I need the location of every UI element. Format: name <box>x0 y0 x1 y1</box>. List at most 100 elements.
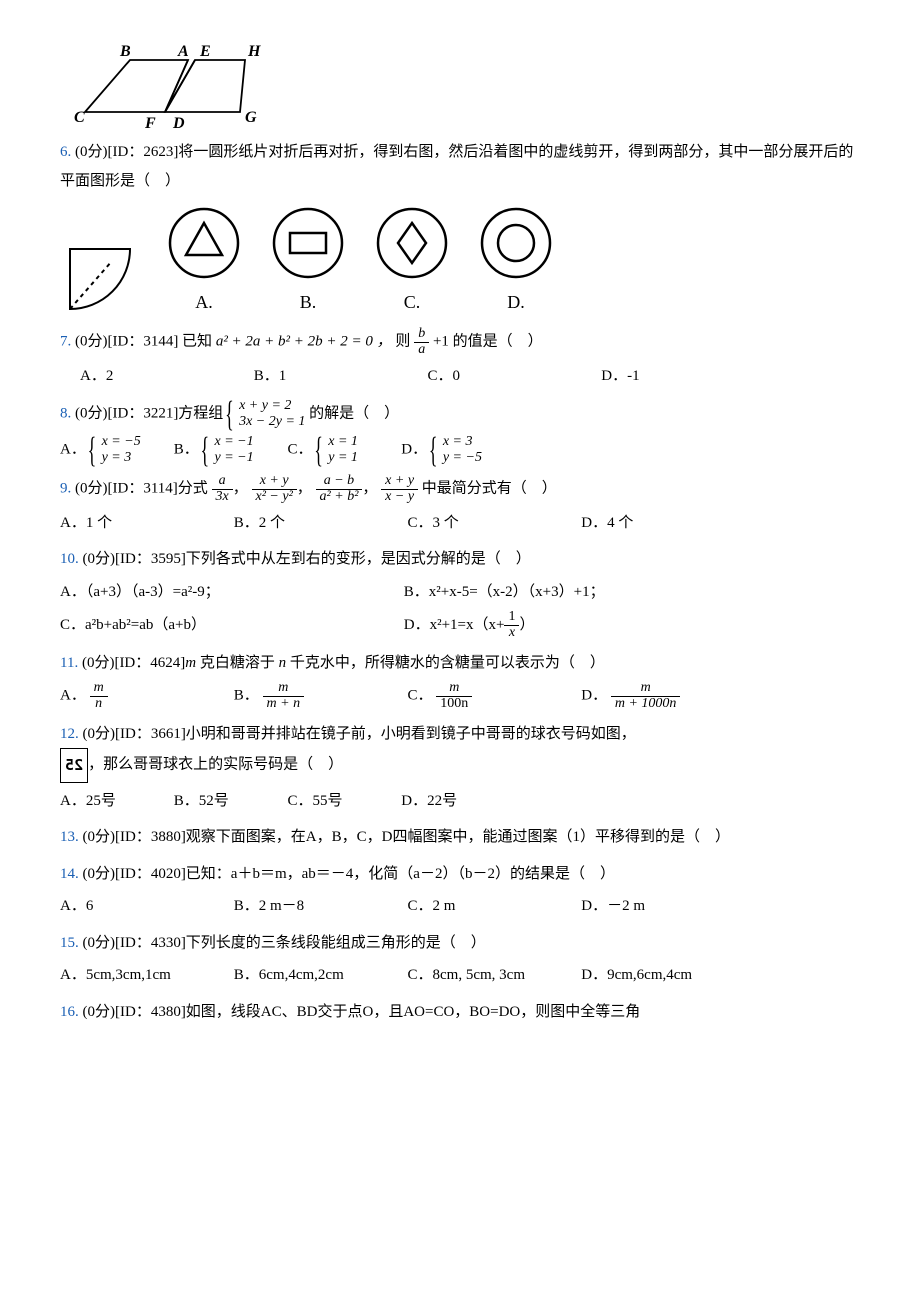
question-8: 8. (0分)[ID：3221]方程组 x + y = 23x − 2y = 1… <box>60 398 860 430</box>
pt-F: F <box>144 115 156 130</box>
question-13: 13. (0分)[ID：3880]观察下面图案，在A，B，C，D四幅图案中，能通… <box>60 823 860 852</box>
mirror-number-icon: 25 <box>60 748 88 783</box>
question-10: 10. (0分)[ID：3595]下列各式中从左到右的变形，是因式分解的是（ ） <box>60 545 860 574</box>
pt-E: E <box>199 43 211 60</box>
q11-opt-d: D． mm + 1000n <box>581 681 751 711</box>
q8-opt-d: D． x = 3y = −5 <box>401 434 511 466</box>
q7-num: 7. <box>60 334 71 350</box>
q5-figure: A B C D E F G H <box>60 40 860 130</box>
q6-opt-a-label: A. <box>164 285 244 319</box>
q6-opt-c-label: C. <box>372 285 452 319</box>
q12-opt-a: A．25号 <box>60 787 170 816</box>
q6-opt-a-icon <box>164 203 244 283</box>
q8-opt-c: C． x = 1y = 1 <box>288 434 398 466</box>
q13-num: 13. <box>60 829 79 845</box>
q12-opt-c: C．55号 <box>288 787 398 816</box>
q7-options: A．2 B．1 C．0 D．-1 <box>60 362 860 391</box>
q10-text: (0分)[ID：3595]下列各式中从左到右的变形，是因式分解的是（ ） <box>83 551 531 567</box>
q14-text: (0分)[ID：4020]已知：a＋b＝m，ab＝－4，化简（a－2）（b－2）… <box>83 866 615 882</box>
q8-sys-l2: 3x − 2y = 1 <box>237 414 305 430</box>
q7-eqn: a² + 2a + b² + 2b + 2 = 0 ， <box>216 334 392 350</box>
q15-opt-a: A．5cm,3cm,1cm <box>60 961 230 990</box>
q6-figures: A. B. C. D. <box>60 203 860 319</box>
q8-options: A． x = −5y = 3 B． x = −1y = −1 C． x = 1y… <box>60 434 860 466</box>
q7-opt-b: B．1 <box>254 362 424 391</box>
pt-D: D <box>172 115 185 130</box>
pt-G: G <box>245 109 257 126</box>
q6-sector-icon <box>60 239 140 319</box>
q15-text: (0分)[ID：4330]下列长度的三条线段能组成三角形的是（ ） <box>83 935 486 951</box>
q15-opt-b: B．6cm,4cm,2cm <box>234 961 404 990</box>
q6-opt-b-icon <box>268 203 348 283</box>
q6-meta: (0分)[ID：2623] <box>75 144 178 160</box>
q14-options: A．6 B．2 m－8 C．2 m D．－2 m <box>60 892 860 921</box>
q6-opt-d-label: D. <box>476 285 556 319</box>
q12-line2: 25，那么哥哥球衣上的实际号码是（ ） <box>60 748 860 783</box>
q10-opt-d: D．x²+1=x（x+1x） <box>404 617 535 633</box>
q11-opt-b: B． mm + n <box>234 681 404 711</box>
q14-opt-d: D．－2 m <box>581 892 751 921</box>
question-15: 15. (0分)[ID：4330]下列长度的三条线段能组成三角形的是（ ） <box>60 929 860 958</box>
question-9: 9. (0分)[ID：3114]分式 a3x， x + yx² − y²， a … <box>60 474 860 504</box>
q8-tail: 的解是（ ） <box>309 406 399 422</box>
q7-tail-pre: 则 <box>395 334 410 350</box>
q14-opt-c: C．2 m <box>408 892 578 921</box>
q9-tail: 中最简分式有（ ） <box>422 481 557 497</box>
question-12: 12. (0分)[ID：3661]小明和哥哥并排站在镜子前，小明看到镜子中哥哥的… <box>60 720 860 749</box>
q16-text: (0分)[ID：4380]如图，线段AC、BD交于点O，且AO=CO，BO=DO… <box>83 1004 641 1020</box>
q8-num: 8. <box>60 406 71 422</box>
pt-C: C <box>74 109 85 126</box>
question-11: 11. (0分)[ID：4624]m 克白糖溶于 n 千克水中，所得糖水的含糖量… <box>60 649 860 678</box>
question-14: 14. (0分)[ID：4020]已知：a＋b＝m，ab＝－4，化简（a－2）（… <box>60 860 860 889</box>
q6-opt-d-icon <box>476 203 556 283</box>
q10-opt-a: A．（a+3）（a-3）=a²-9； <box>60 578 400 607</box>
q7-opt-d: D．-1 <box>601 362 771 391</box>
q15-num: 15. <box>60 935 79 951</box>
q10-opt-c: C．a²b+ab²=ab（a+b） <box>60 611 400 640</box>
q6-opt-b-label: B. <box>268 285 348 319</box>
q11-opt-a: A． mn <box>60 681 230 711</box>
q7-opt-a: A．2 <box>80 362 250 391</box>
q12-options: A．25号 B．52号 C．55号 D．22号 <box>60 787 860 816</box>
q6-text: 将一圆形纸片对折后再对折，得到右图，然后沿着图中的虚线剪开，得到两部分，其中一部… <box>60 144 853 189</box>
q9-opt-d: D．4 个 <box>581 509 751 538</box>
q11-meta: (0分)[ID：4624] <box>82 655 185 671</box>
q16-num: 16. <box>60 1004 79 1020</box>
q15-opt-c: C．8cm, 5cm, 3cm <box>408 961 578 990</box>
q7-opt-c: C．0 <box>428 362 598 391</box>
q9-opt-c: C．3 个 <box>408 509 578 538</box>
q14-num: 14. <box>60 866 79 882</box>
q10-opt-b: B．x²+x-5=（x-2）（x+3）+1； <box>404 584 605 600</box>
q13-text: (0分)[ID：3880]观察下面图案，在A，B，C，D四幅图案中，能通过图案（… <box>83 829 731 845</box>
question-7: 7. (0分)[ID：3144] 已知 a² + 2a + b² + 2b + … <box>60 327 860 357</box>
q12-opt-b: B．52号 <box>174 787 284 816</box>
q9-opt-a: A．1 个 <box>60 509 230 538</box>
q8-opt-b: B． x = −1y = −1 <box>174 434 284 466</box>
q8-sys-l1: x + y = 2 <box>237 398 305 414</box>
q12-num: 12. <box>60 726 79 742</box>
q8-opt-a: A． x = −5y = 3 <box>60 434 170 466</box>
q8-meta: (0分)[ID：3221]方程组 <box>75 406 223 422</box>
question-16: 16. (0分)[ID：4380]如图，线段AC、BD交于点O，且AO=CO，B… <box>60 998 860 1027</box>
pt-B: B <box>119 43 131 60</box>
q12-text1: (0分)[ID：3661]小明和哥哥并排站在镜子前，小明看到镜子中哥哥的球衣号码… <box>83 726 636 742</box>
q7-meta: (0分)[ID：3144] 已知 <box>75 334 212 350</box>
question-6: 6. (0分)[ID：2623]将一圆形纸片对折后再对折，得到右图，然后沿着图中… <box>60 138 860 195</box>
q9-options: A．1 个 B．2 个 C．3 个 D．4 个 <box>60 509 860 538</box>
q15-opt-d: D．9cm,6cm,4cm <box>581 961 751 990</box>
q9-num: 9. <box>60 481 71 497</box>
q11-opt-c: C． m100n <box>408 681 578 711</box>
q11-options: A． mn B． mm + n C． m100n D． mm + 1000n <box>60 681 860 711</box>
q14-opt-b: B．2 m－8 <box>234 892 404 921</box>
q9-meta: (0分)[ID：3114]分式 <box>75 481 208 497</box>
q6-opt-c-icon <box>372 203 452 283</box>
q15-options: A．5cm,3cm,1cm B．6cm,4cm,2cm C．8cm, 5cm, … <box>60 961 860 990</box>
q10-num: 10. <box>60 551 79 567</box>
q10-options: A．（a+3）（a-3）=a²-9； B．x²+x-5=（x-2）（x+3）+1… <box>60 578 860 607</box>
q7-tail-post: +1 的值是（ ） <box>433 334 543 350</box>
q14-opt-a: A．6 <box>60 892 230 921</box>
q11-num: 11. <box>60 655 78 671</box>
pt-H: H <box>247 43 261 60</box>
pt-A: A <box>177 43 189 60</box>
q6-num: 6. <box>60 144 71 160</box>
